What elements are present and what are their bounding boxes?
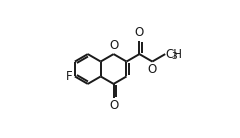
Text: O: O (109, 39, 118, 52)
Text: O: O (135, 26, 144, 39)
Text: CH: CH (166, 48, 183, 61)
Text: O: O (147, 63, 156, 76)
Text: F: F (66, 70, 72, 83)
Text: O: O (109, 99, 118, 112)
Text: 3: 3 (172, 52, 177, 61)
